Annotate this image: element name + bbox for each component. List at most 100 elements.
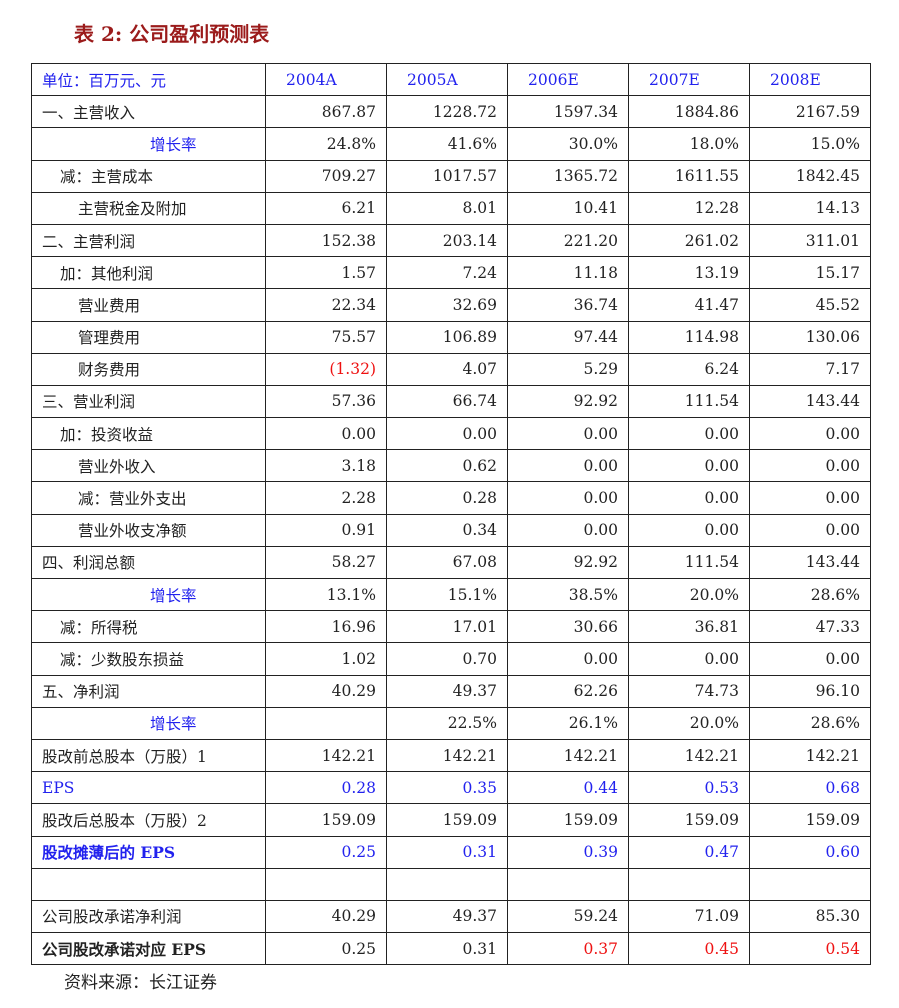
table-row: 四、利润总额 58.27 67.08 92.92 111.54 143.44 xyxy=(31,545,871,580)
table-row: EPS 0.28 0.35 0.44 0.53 0.68 xyxy=(31,771,871,805)
value-cell: 92.92 xyxy=(507,384,629,419)
value-cell: 0.62 xyxy=(386,449,508,483)
table-row: 营业外收入 3.18 0.62 0.00 0.00 0.00 xyxy=(31,449,871,483)
value-cell: 1365.72 xyxy=(507,159,629,193)
value-cell: 159.09 xyxy=(628,803,750,837)
value-cell xyxy=(507,867,629,901)
row-label: 减：主营成本 xyxy=(31,159,266,193)
value-cell: (1.32) xyxy=(265,352,387,386)
row-label: 增长率 xyxy=(31,577,266,612)
value-cell: 13.19 xyxy=(628,256,750,290)
value-cell: 0.00 xyxy=(628,642,750,676)
value-cell: 16.96 xyxy=(265,610,387,644)
value-cell: 10.41 xyxy=(507,191,629,225)
value-cell: 71.09 xyxy=(628,899,750,934)
value-cell: 159.09 xyxy=(749,803,871,837)
row-label: 财务费用 xyxy=(31,352,266,386)
value-cell: 0.47 xyxy=(628,835,750,869)
value-cell: 152.38 xyxy=(265,223,387,258)
value-cell: 18.0% xyxy=(628,127,750,161)
value-cell: 0.00 xyxy=(749,513,871,547)
value-cell: 17.01 xyxy=(386,610,508,644)
value-cell: 96.10 xyxy=(749,674,871,708)
row-label: 减：少数股东损益 xyxy=(31,642,266,676)
row-label: 四、利润总额 xyxy=(31,545,266,580)
value-cell: 85.30 xyxy=(749,899,871,934)
value-cell: 4.07 xyxy=(386,352,508,386)
year-header: 2006E xyxy=(507,62,629,97)
value-cell: 1.57 xyxy=(265,256,387,290)
row-label: 主营税金及附加 xyxy=(31,191,266,225)
table-row: 加：其他利润 1.57 7.24 11.18 13.19 15.17 xyxy=(31,256,871,290)
table-row: 减：营业外支出 2.28 0.28 0.00 0.00 0.00 xyxy=(31,481,871,515)
value-cell: 0.00 xyxy=(628,417,750,451)
value-cell: 2167.59 xyxy=(749,95,871,129)
value-cell: 66.74 xyxy=(386,384,508,419)
value-cell: 26.1% xyxy=(507,706,629,740)
value-cell: 142.21 xyxy=(749,738,871,773)
value-cell: 2.28 xyxy=(265,481,387,515)
value-cell: 159.09 xyxy=(507,803,629,837)
row-label: 公司股改承诺对应 EPS xyxy=(31,932,266,966)
value-cell: 75.57 xyxy=(265,320,387,354)
value-cell: 3.18 xyxy=(265,449,387,483)
value-cell: 1842.45 xyxy=(749,159,871,193)
value-cell: 0.00 xyxy=(749,481,871,515)
value-cell: 0.28 xyxy=(386,481,508,515)
row-label: 加：其他利润 xyxy=(31,256,266,290)
value-cell: 0.00 xyxy=(749,417,871,451)
value-cell: 45.52 xyxy=(749,288,871,322)
value-cell: 8.01 xyxy=(386,191,508,225)
value-cell: 111.54 xyxy=(628,545,750,580)
value-cell: 97.44 xyxy=(507,320,629,354)
table-row: 减：所得税 16.96 17.01 30.66 36.81 47.33 xyxy=(31,610,871,644)
value-cell: 0.34 xyxy=(386,513,508,547)
value-cell: 36.74 xyxy=(507,288,629,322)
value-cell: 1.02 xyxy=(265,642,387,676)
table-row: 减：主营成本 709.27 1017.57 1365.72 1611.55 1842.45 xyxy=(31,159,871,193)
value-cell: 41.47 xyxy=(628,288,750,322)
value-cell: 1017.57 xyxy=(386,159,508,193)
value-cell: 57.36 xyxy=(265,384,387,419)
table-row: 三、营业利润 57.36 66.74 92.92 111.54 143.44 xyxy=(31,384,871,419)
value-cell: 0.53 xyxy=(628,771,750,805)
value-cell: 0.00 xyxy=(507,417,629,451)
value-cell: 867.87 xyxy=(265,95,387,129)
value-cell: 15.0% xyxy=(749,127,871,161)
value-cell: 14.13 xyxy=(749,191,871,225)
value-cell: 15.1% xyxy=(386,577,508,612)
row-label: 营业外收入 xyxy=(31,449,266,483)
row-label: 管理费用 xyxy=(31,320,266,354)
table-row: 主营税金及附加 6.21 8.01 10.41 12.28 14.13 xyxy=(31,191,871,225)
value-cell: 11.18 xyxy=(507,256,629,290)
value-cell: 0.68 xyxy=(749,771,871,805)
value-cell: 0.44 xyxy=(507,771,629,805)
table-row: 财务费用 (1.32) 4.07 5.29 6.24 7.17 xyxy=(31,352,871,386)
value-cell: 74.73 xyxy=(628,674,750,708)
row-label: 增长率 xyxy=(31,706,266,740)
value-cell: 0.54 xyxy=(749,932,871,966)
value-cell: 0.39 xyxy=(507,835,629,869)
value-cell: 28.6% xyxy=(749,577,871,612)
value-cell xyxy=(386,867,508,901)
value-cell: 0.00 xyxy=(507,449,629,483)
value-cell: 1228.72 xyxy=(386,95,508,129)
value-cell: 114.98 xyxy=(628,320,750,354)
year-header: 2005A xyxy=(386,62,508,97)
value-cell: 62.26 xyxy=(507,674,629,708)
value-cell: 111.54 xyxy=(628,384,750,419)
row-label xyxy=(31,867,266,901)
value-cell: 0.45 xyxy=(628,932,750,966)
value-cell: 24.8% xyxy=(265,127,387,161)
earnings-forecast-table: 单位：百万元、元 2004A 2005A 2006E 2007E 2008E 一… xyxy=(31,62,871,966)
value-cell: 0.00 xyxy=(507,642,629,676)
table-row: 营业外收支净额 0.91 0.34 0.00 0.00 0.00 xyxy=(31,513,871,547)
value-cell: 12.28 xyxy=(628,191,750,225)
value-cell: 40.29 xyxy=(265,899,387,934)
row-label: 三、营业利润 xyxy=(31,384,266,419)
row-label: 五、净利润 xyxy=(31,674,266,708)
value-cell: 130.06 xyxy=(749,320,871,354)
value-cell: 0.25 xyxy=(265,932,387,966)
table-row: 增长率 13.1% 15.1% 38.5% 20.0% 28.6% xyxy=(31,577,871,612)
value-cell: 47.33 xyxy=(749,610,871,644)
